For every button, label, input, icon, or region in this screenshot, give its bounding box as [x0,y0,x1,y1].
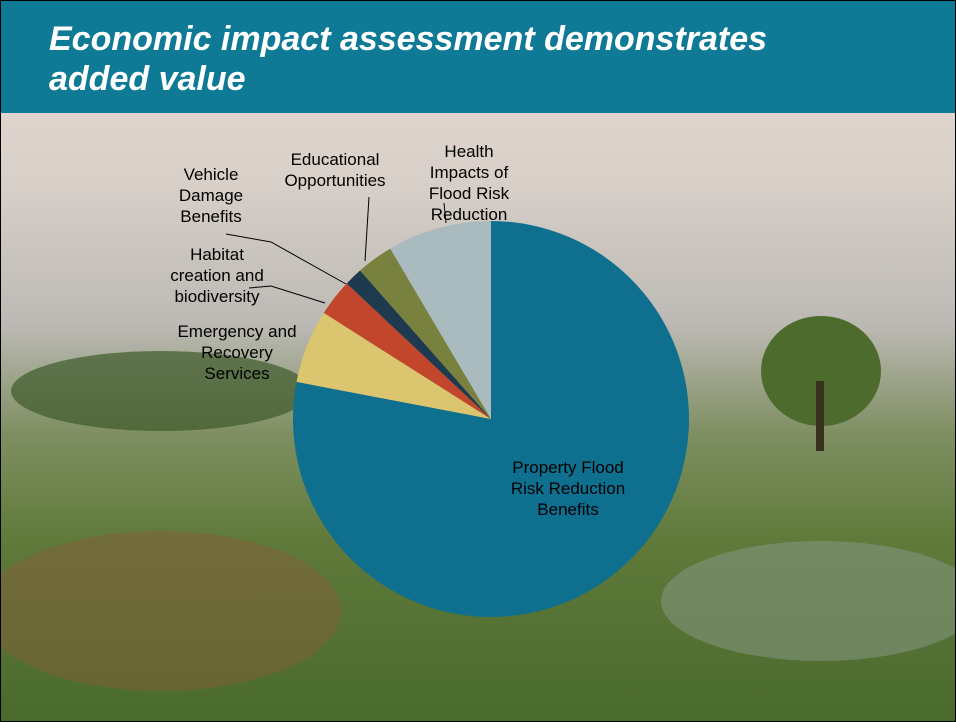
slice-label: Property Flood Risk Reduction Benefits [503,457,633,520]
slice-label: Emergency and Recovery Services [177,321,297,384]
leader-line [365,197,369,261]
slice-label: Vehicle Damage Benefits [166,164,256,227]
slice-label: Habitat creation and biodiversity [162,244,272,307]
slice-label: Educational Opportunities [270,149,400,191]
pie-chart [1,1,955,721]
slide: Economic impact assessment demonstrates … [0,0,956,722]
slice-label: Health Impacts of Flood Risk Reduction [417,141,522,225]
